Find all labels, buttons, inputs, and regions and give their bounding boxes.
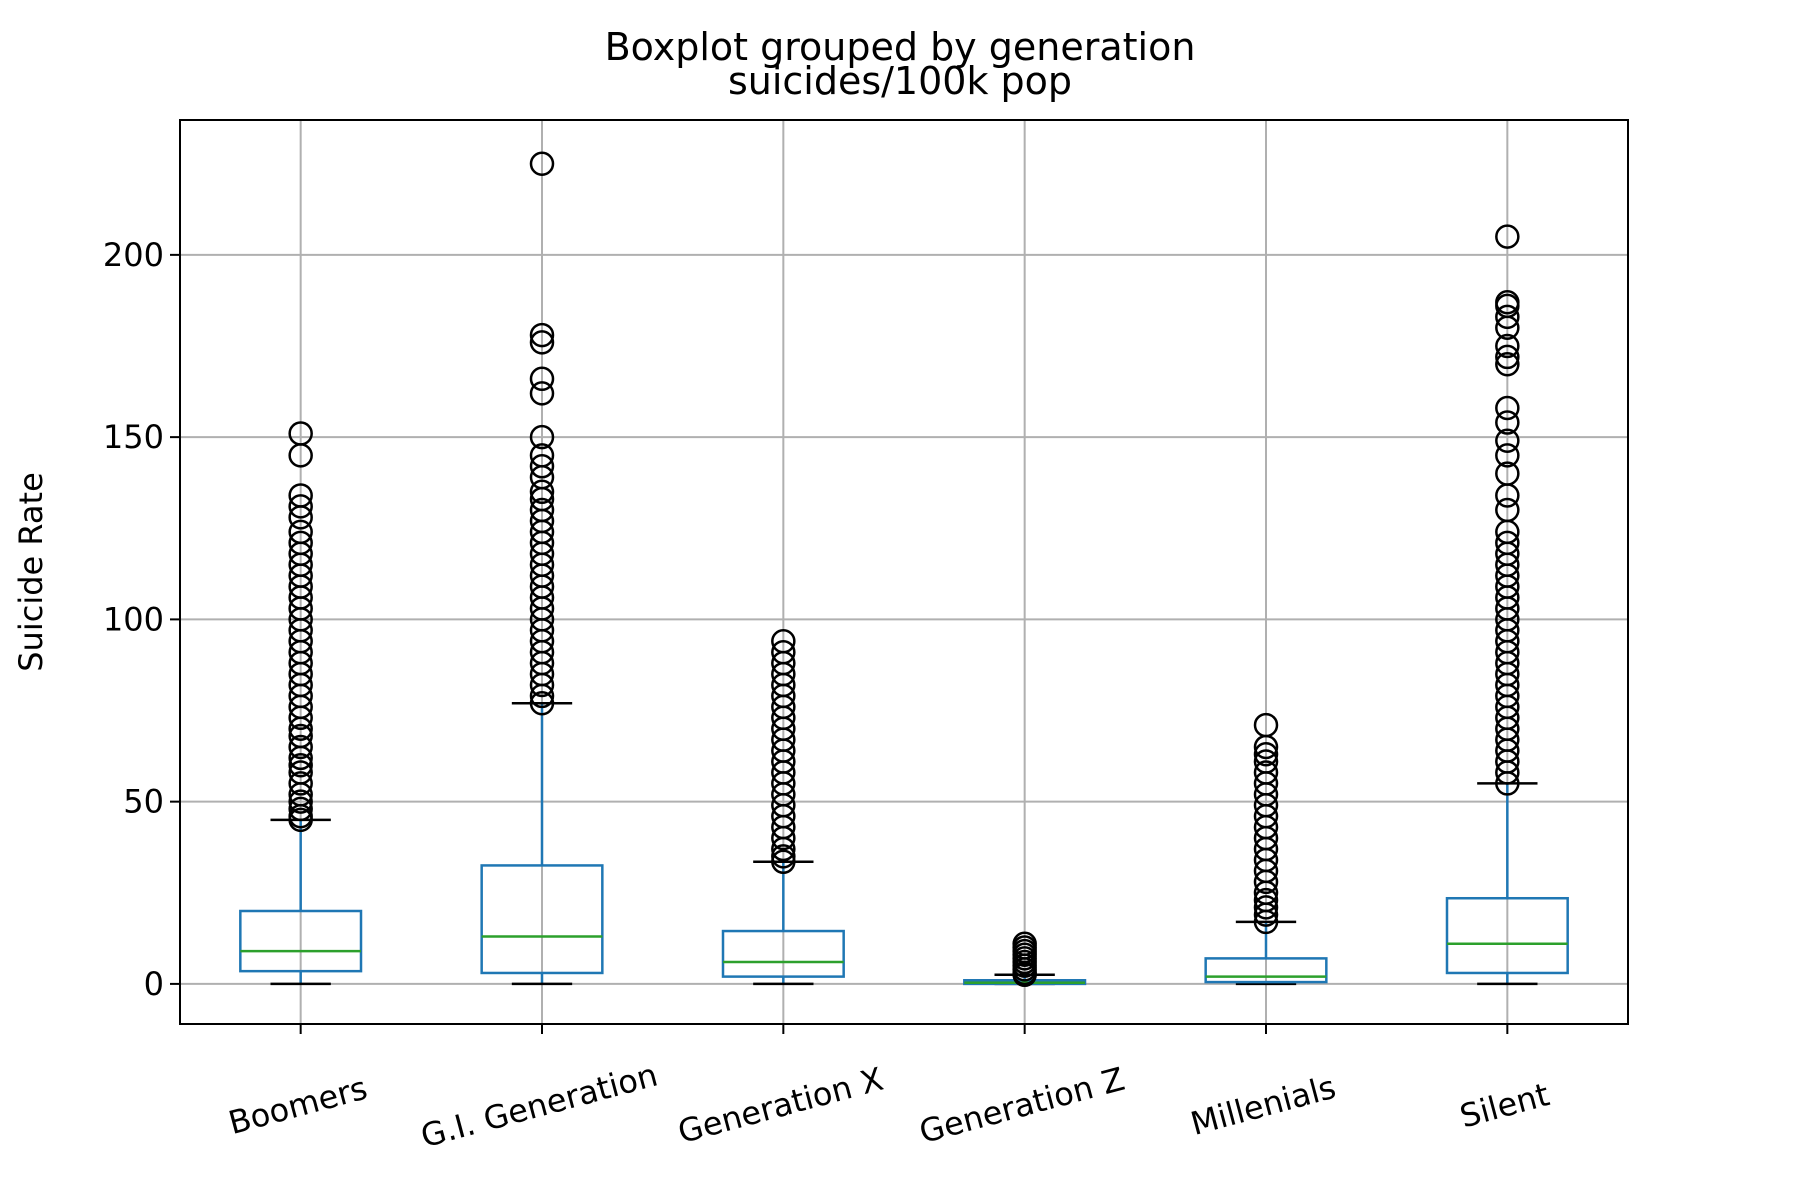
y-axis-label: Suicide Rate [12, 472, 50, 672]
outlier-point [1495, 497, 1520, 523]
outlier-point [1495, 443, 1520, 468]
outlier-point [529, 690, 555, 716]
outlier-point [1253, 749, 1279, 774]
outlier-point [1253, 712, 1279, 738]
outlier-point [529, 479, 555, 505]
outlier-point [529, 381, 555, 406]
outlier-point [1012, 931, 1037, 957]
outlier-point [1253, 887, 1279, 913]
box-iqr [480, 864, 604, 975]
outlier-point [529, 424, 555, 450]
outlier-point [288, 723, 313, 749]
outlier-point [771, 849, 796, 875]
outlier-point [288, 796, 313, 822]
grid [180, 120, 1628, 1024]
boxes [239, 151, 1569, 988]
outlier-point [529, 454, 555, 479]
outlier-point [1495, 333, 1520, 359]
outlier-point [288, 494, 313, 519]
outlier-point [288, 760, 313, 785]
outlier-point [529, 366, 555, 392]
outlier-point [1495, 461, 1520, 486]
outlier-point [288, 519, 313, 545]
box-group [1204, 712, 1328, 986]
box-group [721, 629, 845, 986]
box-iqr [721, 929, 845, 978]
outlier-point [288, 483, 313, 508]
box-iqr [1445, 896, 1569, 975]
outlier-point [771, 639, 796, 665]
outlier-point [1495, 344, 1520, 370]
outlier-point [1495, 410, 1520, 435]
chart-title: suicides/100k pop [728, 59, 1072, 103]
outlier-point [1495, 428, 1520, 454]
box-group [963, 931, 1087, 988]
outlier-point [1495, 224, 1520, 249]
box-group [239, 421, 363, 986]
chart-suptitle: Boxplot grouped by generation [605, 25, 1196, 69]
outlier-point [1253, 742, 1279, 767]
outlier-point [1253, 760, 1279, 785]
outlier-point [1495, 395, 1520, 421]
outlier-point [529, 497, 555, 523]
outlier-point [1495, 351, 1520, 377]
box-group [1445, 224, 1569, 986]
outlier-point [529, 322, 555, 348]
box-group [480, 151, 604, 986]
outlier-point [288, 789, 313, 814]
outlier-point [1495, 530, 1520, 556]
y-tick-label: 150 [103, 418, 164, 456]
y-tick-label: 200 [103, 236, 164, 274]
box-iqr [239, 909, 363, 973]
outlier-point [771, 629, 796, 654]
y-tick-label: 100 [103, 600, 164, 638]
outlier-point [288, 734, 313, 760]
y-tick-label: 0 [144, 965, 164, 1003]
outlier-point [288, 530, 313, 556]
y-tick-label: 50 [123, 783, 164, 821]
outlier-point [1495, 304, 1520, 330]
outlier-point [529, 330, 555, 355]
outlier-point [288, 752, 313, 778]
outlier-point [529, 443, 555, 468]
box-iqr [1204, 957, 1328, 984]
outlier-point [1253, 895, 1279, 920]
axes-frame [179, 119, 1629, 1025]
outlier-point [529, 151, 555, 176]
outlier-point [1495, 290, 1520, 315]
outlier-point [288, 421, 313, 446]
outlier-point [771, 844, 796, 869]
outlier-point [288, 771, 313, 796]
